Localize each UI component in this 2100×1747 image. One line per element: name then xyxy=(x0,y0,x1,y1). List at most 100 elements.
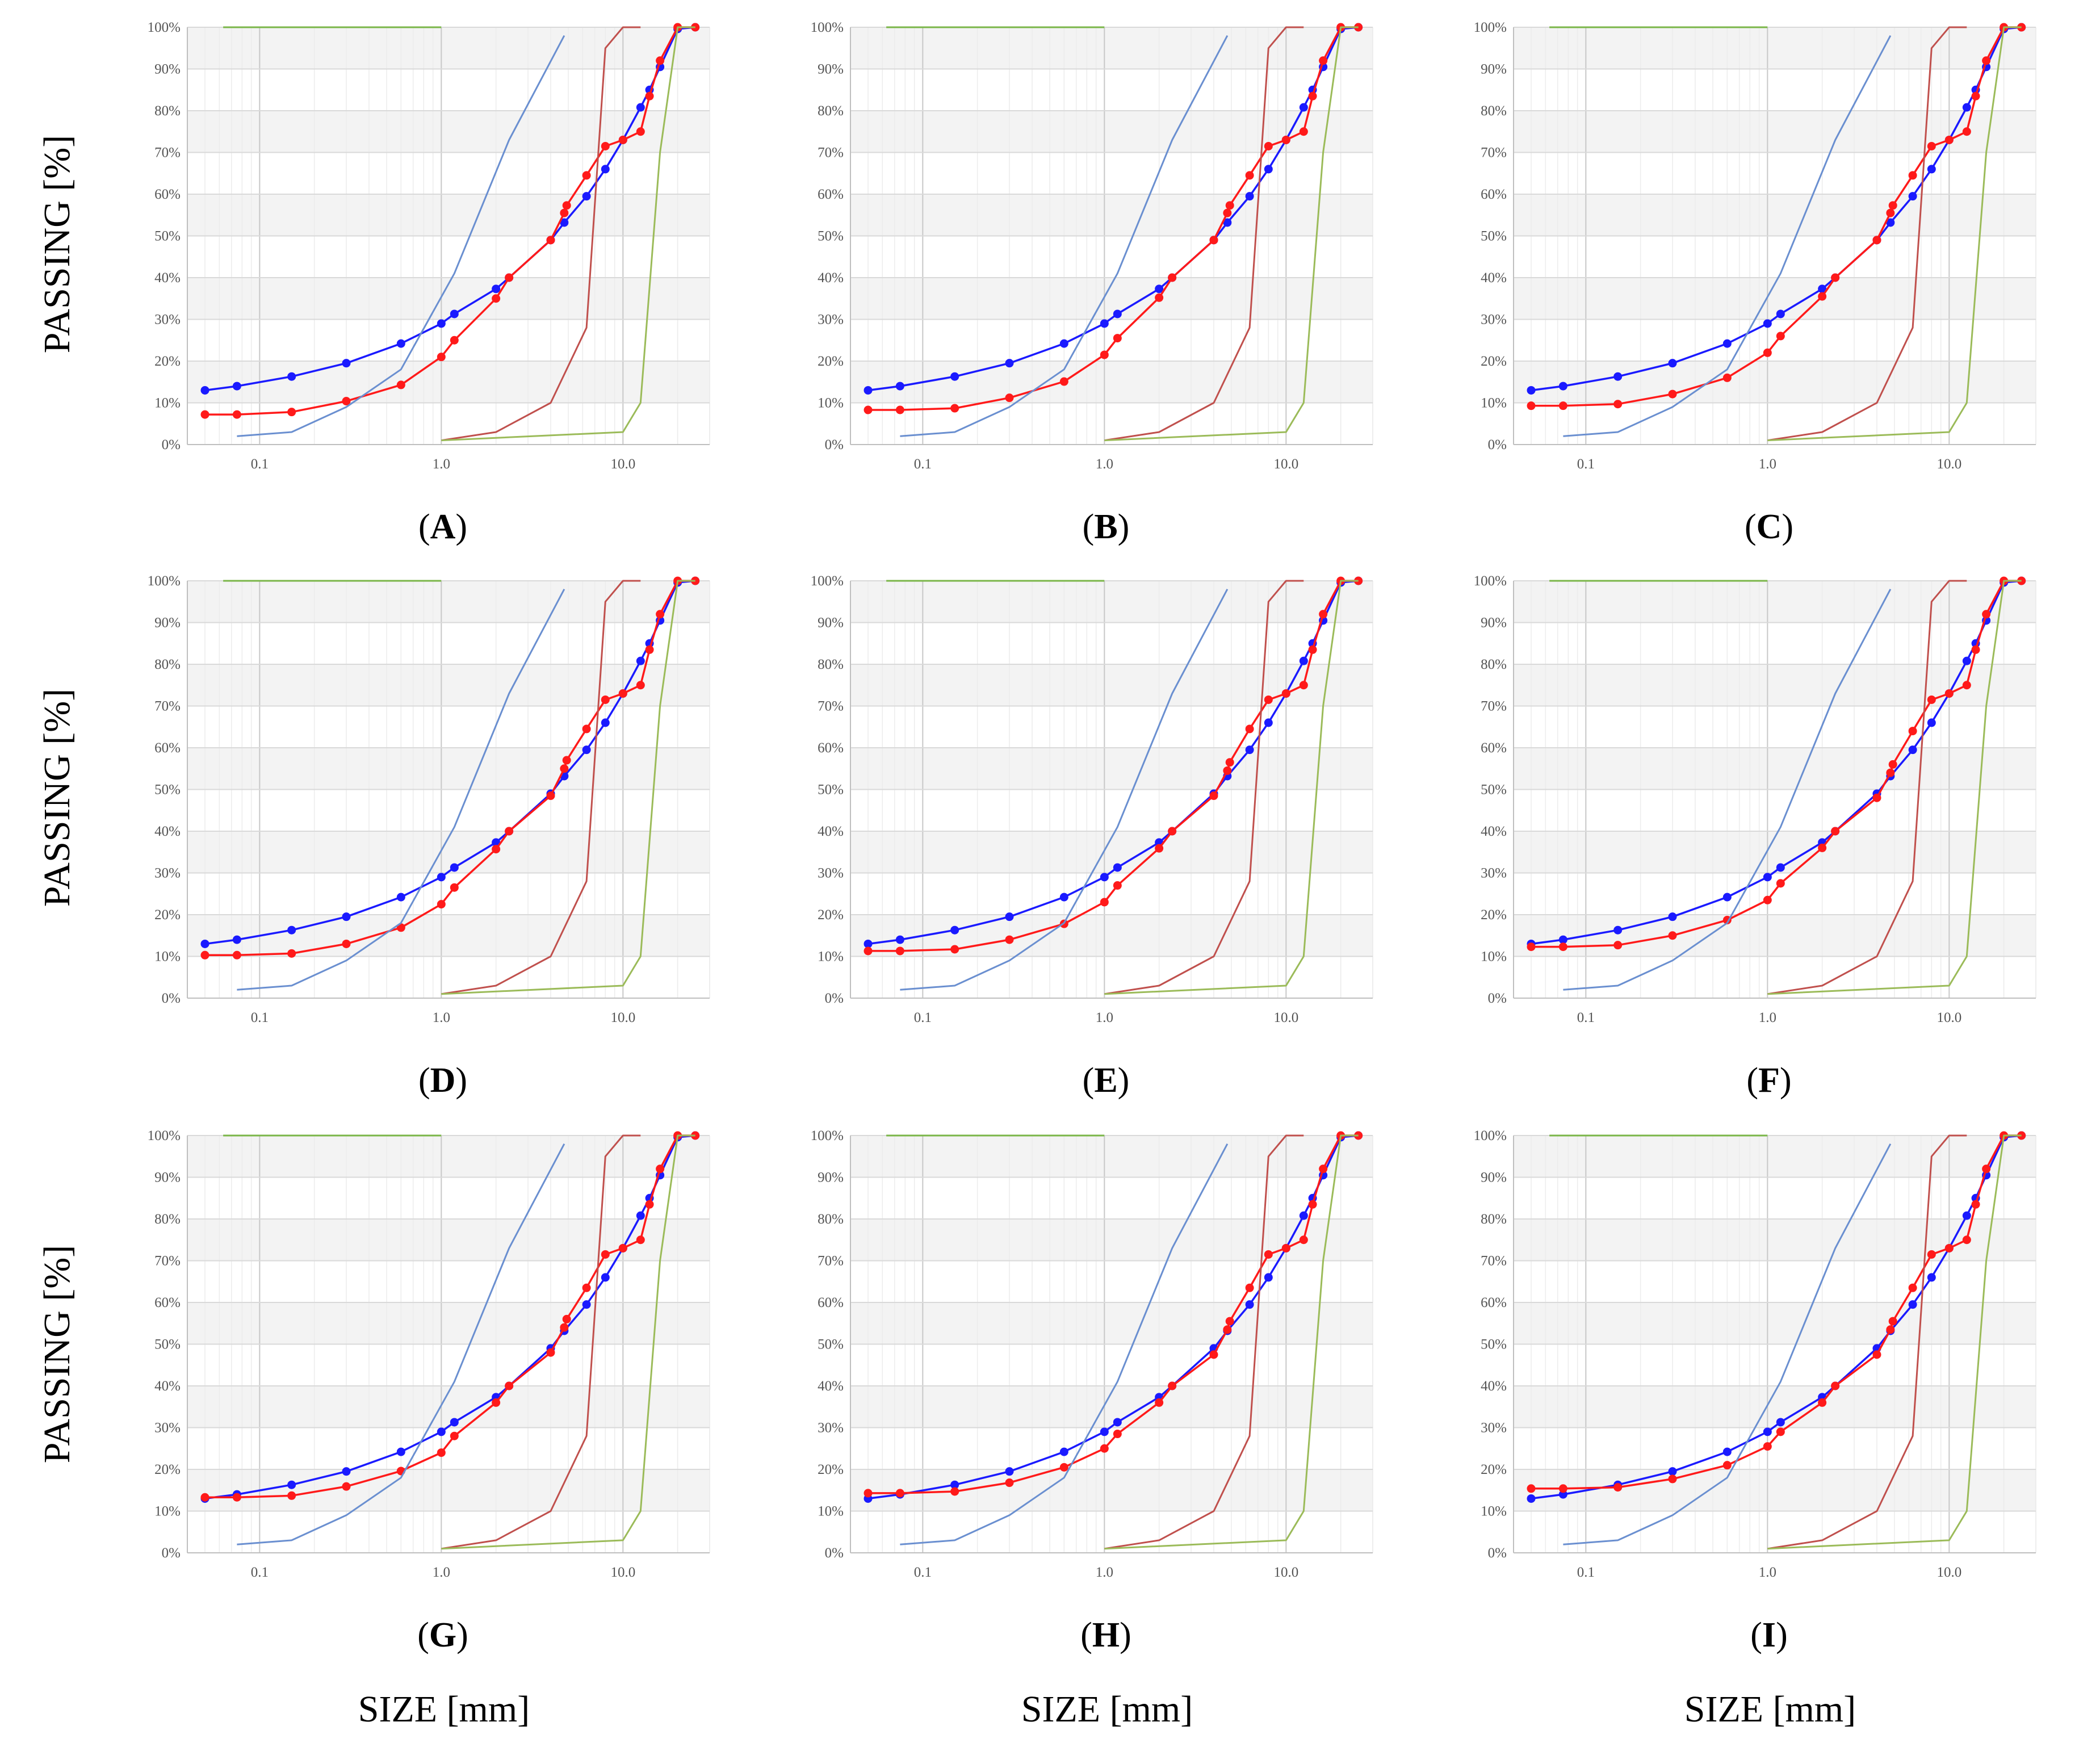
panel-grid: 0% 10% 20% 30% 40% 50% 60% 70% 80% 90% 100% 0.1 1.0 1… xyxy=(148,20,2036,1654)
data-point-a-gradation-red-11 xyxy=(562,201,571,210)
series-line-f-limit-red xyxy=(1767,580,1967,995)
data-point-i-gradation-red-0 xyxy=(1527,1484,1536,1493)
x-tick-label-i-0: 0.1 xyxy=(1577,1565,1595,1580)
data-point-f-gradation-red-12 xyxy=(1908,727,1917,736)
y-tick-label-c-9: 90% xyxy=(1481,62,1507,77)
data-point-a-gradation-blue-7 xyxy=(492,284,501,294)
data-point-f-gradation-red-5 xyxy=(1763,895,1772,904)
data-point-g-gradation-red-13 xyxy=(601,1250,610,1259)
x-tick-label-b-2: 10.0 xyxy=(1273,456,1298,472)
data-point-b-gradation-blue-1 xyxy=(895,382,904,391)
data-point-h-gradation-red-6 xyxy=(1113,1430,1122,1439)
data-point-f-gradation-red-9 xyxy=(1872,793,1881,802)
data-point-c-gradation-red-14 xyxy=(1944,135,1954,144)
data-point-a-gradation-red-10 xyxy=(560,208,569,217)
y-tick-label-a-7: 70% xyxy=(154,145,181,161)
band-c-5 xyxy=(1514,194,2036,236)
data-point-e-gradation-blue-11 xyxy=(1245,745,1254,755)
data-point-i-gradation-blue-12 xyxy=(1927,1273,1936,1282)
y-tick-label-f-8: 80% xyxy=(1481,657,1507,672)
data-point-i-gradation-blue-6 xyxy=(1776,1418,1785,1427)
y-axis-title-row-2: PASSING [%] xyxy=(36,689,78,907)
band-c-7 xyxy=(1514,111,2036,153)
data-point-b-gradation-blue-12 xyxy=(1264,165,1273,174)
y-tick-label-a-5: 50% xyxy=(154,229,181,244)
data-point-b-gradation-blue-5 xyxy=(1100,319,1109,328)
y-tick-label-e-7: 70% xyxy=(818,699,844,714)
y-tick-label-c-3: 30% xyxy=(1481,312,1507,328)
data-point-g-gradation-blue-5 xyxy=(437,1427,446,1436)
data-point-b-gradation-blue-6 xyxy=(1113,309,1122,319)
panel-label-h: (H) xyxy=(1080,1616,1131,1654)
x-tick-label-c-2: 10.0 xyxy=(1936,456,1961,472)
data-point-c-gradation-blue-10 xyxy=(1886,218,1895,227)
data-point-e-gradation-red-6 xyxy=(1113,881,1122,890)
chart-panel-e: 0% 10% 20% 30% 40% 50% 60% 70% 80% 90% 100% 0.1 1.0 1… xyxy=(811,573,1373,1100)
y-tick-label-c-2: 20% xyxy=(1481,354,1507,369)
data-point-i-gradation-red-11 xyxy=(1888,1317,1897,1326)
data-point-d-gradation-red-8 xyxy=(505,827,514,836)
panel-label-g: (G) xyxy=(417,1616,468,1654)
data-point-h-gradation-blue-6 xyxy=(1113,1418,1122,1427)
band-i-9 xyxy=(1514,1136,2036,1178)
y-tick-label-e-3: 30% xyxy=(818,866,844,881)
data-point-g-gradation-blue-6 xyxy=(450,1418,459,1427)
series-line-e-gradation-red xyxy=(868,580,1359,952)
data-point-f-gradation-red-3 xyxy=(1668,931,1677,940)
y-tick-label-h-1: 10% xyxy=(818,1504,844,1519)
data-point-h-gradation-red-12 xyxy=(1245,1283,1254,1292)
data-point-a-gradation-red-7 xyxy=(492,294,501,303)
series-line-b-gradation-red xyxy=(868,26,1359,411)
data-point-d-gradation-red-9 xyxy=(546,791,555,801)
y-tick-label-i-2: 20% xyxy=(1481,1462,1507,1477)
x-axis-title-col-1: SIZE [mm] xyxy=(358,1689,530,1730)
y-tick-label-f-7: 70% xyxy=(1481,699,1507,714)
y-tick-label-a-6: 60% xyxy=(154,187,181,202)
data-point-e-gradation-red-5 xyxy=(1100,898,1109,907)
data-point-h-gradation-blue-3 xyxy=(1005,1467,1014,1476)
data-point-a-gradation-blue-2 xyxy=(287,372,296,381)
series-line-a-limit-blue xyxy=(237,35,565,437)
data-point-h-gradation-red-13 xyxy=(1264,1250,1273,1259)
y-tick-label-g-2: 20% xyxy=(154,1462,181,1477)
data-point-e-gradation-red-16 xyxy=(1308,645,1317,654)
x-tick-label-h-0: 0.1 xyxy=(914,1565,932,1580)
data-point-d-gradation-red-16 xyxy=(645,645,654,654)
y-tick-label-d-1: 10% xyxy=(154,949,181,965)
data-point-h-gradation-red-8 xyxy=(1168,1381,1177,1390)
y-tick-label-h-9: 90% xyxy=(818,1170,844,1185)
data-point-g-gradation-red-1 xyxy=(232,1493,241,1502)
series-line-g-limit-red xyxy=(441,1134,641,1550)
data-point-b-gradation-red-0 xyxy=(864,405,873,414)
x-tick-label-i-2: 10.0 xyxy=(1936,1565,1961,1580)
series-line-h-limit-blue xyxy=(900,1143,1229,1545)
series-line-h-gradation-red xyxy=(868,1134,1359,1494)
band-g-9 xyxy=(187,1136,710,1178)
data-point-c-gradation-blue-7 xyxy=(1818,284,1827,294)
data-point-e-gradation-blue-6 xyxy=(1113,863,1122,872)
y-tick-label-f-1: 10% xyxy=(1481,949,1507,965)
data-point-d-gradation-red-5 xyxy=(437,900,446,909)
band-e-5 xyxy=(850,748,1373,790)
data-point-d-gradation-red-12 xyxy=(582,724,591,734)
data-point-c-gradation-red-16 xyxy=(1971,91,1980,100)
data-point-c-gradation-blue-4 xyxy=(1722,339,1732,348)
y-tick-label-e-1: 10% xyxy=(818,949,844,965)
data-point-d-gradation-red-0 xyxy=(200,950,209,960)
series-line-a-limit-red xyxy=(441,26,641,442)
series-line-h-limit-red xyxy=(1104,1134,1304,1550)
x-tick-label-a-1: 1.0 xyxy=(433,456,450,472)
data-point-f-gradation-red-6 xyxy=(1776,879,1785,888)
y-tick-label-i-6: 60% xyxy=(1481,1295,1507,1310)
data-point-b-gradation-red-10 xyxy=(1223,208,1232,217)
data-point-b-gradation-red-4 xyxy=(1059,377,1068,386)
chart-panel-f: 0% 10% 20% 30% 40% 50% 60% 70% 80% 90% 100% 0.1 1.0 1… xyxy=(1474,573,2036,1100)
data-point-d-gradation-blue-1 xyxy=(232,935,241,944)
y-tick-label-b-6: 60% xyxy=(818,187,844,202)
data-point-f-gradation-red-11 xyxy=(1888,760,1897,769)
x-tick-label-a-2: 10.0 xyxy=(610,456,635,472)
data-point-a-gradation-blue-4 xyxy=(396,339,405,348)
data-point-a-gradation-red-15 xyxy=(636,127,645,136)
data-point-d-gradation-red-10 xyxy=(560,764,569,773)
data-point-d-gradation-blue-12 xyxy=(601,718,610,727)
